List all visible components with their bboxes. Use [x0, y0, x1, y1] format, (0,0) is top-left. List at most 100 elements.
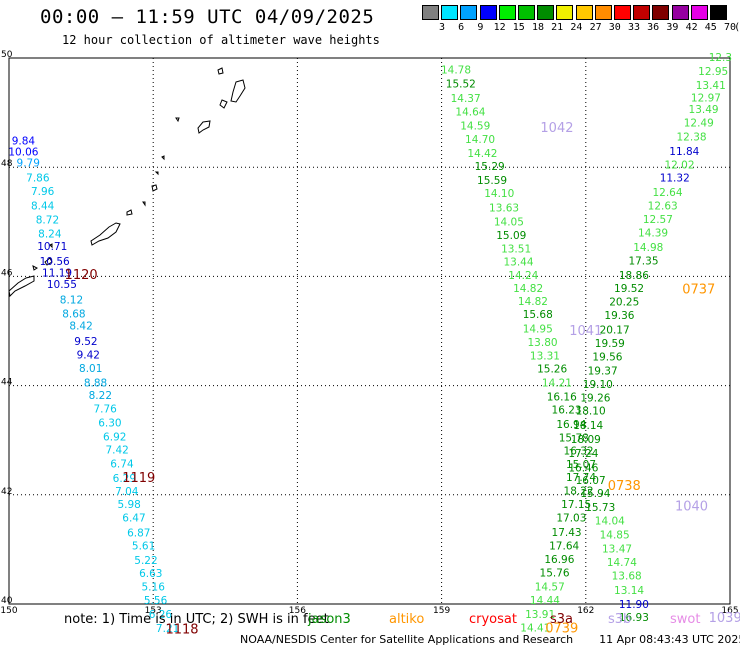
swh-value: 8.88 — [84, 377, 107, 389]
map-frame — [8, 57, 731, 605]
color-bin-42 — [671, 5, 689, 20]
swh-value: 14.82 — [513, 283, 543, 295]
swh-value: 7.96 — [31, 186, 55, 198]
swh-value: 12.95 — [698, 66, 728, 78]
swh-value: 16.46 — [568, 463, 598, 475]
swh-value: 8.68 — [62, 309, 85, 321]
swh-value: 6.47 — [122, 513, 145, 525]
swh-value: 12.63 — [648, 200, 678, 212]
color-bin-27 — [575, 5, 593, 20]
lon-tick-label: 162 — [577, 606, 594, 616]
swh-value: 13.68 — [612, 571, 642, 583]
swh-value: 15.59 — [477, 175, 507, 187]
pass-time-label: 0738 — [608, 479, 641, 494]
swh-value: 19.59 — [595, 338, 625, 350]
pass-time-label: 1041 — [569, 324, 602, 339]
swh-value: 13.49 — [689, 104, 719, 116]
swh-value: 5.22 — [134, 555, 157, 567]
swh-value: 8.12 — [60, 294, 83, 306]
color-bin-18 — [518, 5, 535, 20]
swh-value: 19.36 — [604, 310, 634, 322]
swh-value: 11.19 — [42, 268, 72, 280]
pass-time-label: 1042 — [540, 121, 573, 136]
color-bin-label: 15 — [512, 22, 525, 33]
color-bin-label: 33 — [627, 22, 641, 33]
swh-value: 6.26 — [149, 609, 173, 621]
swh-value: 6.87 — [127, 527, 150, 539]
swh-value: 16.07 — [576, 475, 606, 487]
color-bin-label: 45 — [704, 22, 717, 33]
satellite-s3b: s3b — [608, 612, 632, 627]
swh-value: 9.52 — [74, 336, 97, 348]
swh-value: 19.26 — [580, 393, 610, 405]
swh-value: 8.44 — [31, 200, 55, 212]
swh-value: 15.73 — [585, 502, 615, 514]
swh-value: 12.38 — [677, 132, 707, 144]
swh-value: 12.49 — [684, 117, 714, 129]
swh-value: 14.74 — [607, 557, 637, 569]
swh-value: 13.31 — [530, 351, 560, 363]
swh-value: 17.15 — [561, 499, 591, 511]
swh-value: 13.14 — [614, 585, 644, 597]
lat-tick-label: 44 — [1, 378, 13, 388]
pass-time-label: 1040 — [675, 500, 708, 515]
swh-value: 15.26 — [537, 364, 567, 376]
island-10 — [126, 209, 133, 216]
swh-value: 6.92 — [103, 431, 126, 443]
color-bin-33 — [614, 5, 631, 20]
lon-tick-label: 156 — [289, 606, 306, 616]
swh-value: 15.29 — [475, 161, 505, 173]
lat-tick-label: 48 — [1, 159, 13, 169]
swh-value: 12.02 — [664, 159, 694, 171]
swh-value: 19.37 — [588, 365, 618, 377]
swh-value: 15.09 — [496, 230, 526, 242]
color-bin-3 — [422, 5, 439, 20]
coastline — [8, 67, 246, 298]
footer-org: NOAA/NESDIS Center for Satellite Applica… — [240, 633, 574, 646]
swh-value: 14.44 — [530, 595, 560, 607]
pass-time-label: 0739 — [545, 621, 578, 636]
swh-value: 10.56 — [40, 256, 70, 268]
color-bin-label: 3 — [438, 22, 446, 33]
swh-value: 15.68 — [523, 309, 553, 321]
legend-note: note: 1) Time is in UTC; 2) SWH is in fe… — [64, 612, 700, 627]
lat-lon-grid — [9, 58, 730, 604]
swh-value: 7.42 — [105, 444, 128, 456]
color-bin-9 — [460, 5, 478, 20]
color-bin-45 — [690, 5, 708, 20]
color-bin-6 — [441, 5, 459, 20]
color-bin-label: 39 — [666, 22, 679, 33]
lat-tick-label: 50 — [1, 50, 13, 60]
swh-value: 17.24 — [568, 448, 598, 460]
color-bin-label: 42 — [685, 22, 698, 33]
swh-value: 11.32 — [660, 173, 690, 185]
swh-value: 15.52 — [446, 79, 476, 91]
swh-value: 15.07 — [566, 459, 596, 471]
page-title: 00:00 – 11:59 UTC 04/09/2025 — [40, 6, 375, 28]
island-11 — [90, 222, 121, 246]
pass-time-label: 1119 — [122, 471, 155, 486]
swh-value: 5.98 — [117, 499, 140, 511]
axis-tick-labels: 150 153 156 159 162 165 50 48 46 44 42 40 — [0, 50, 738, 616]
swh-value: 14.57 — [535, 582, 565, 594]
swh-value: 14.39 — [638, 228, 668, 240]
pass-time-label: 1039 — [709, 611, 740, 626]
color-bin-24 — [556, 5, 574, 20]
swh-value: 7.21 — [156, 623, 179, 635]
island-3 — [219, 99, 228, 109]
swh-value: 17.64 — [549, 541, 579, 553]
swh-value: 6.74 — [110, 459, 134, 471]
satellite-altika: altiko — [389, 612, 425, 627]
swh-value: 13.47 — [602, 543, 632, 555]
swh-value: 14.98 — [633, 242, 663, 254]
swh-value: 10.06 — [8, 146, 38, 158]
swh-value: 13.41 — [696, 80, 726, 92]
pass-labels: 1120 1119 1118 1042 1041 1040 1039 0737 0738 0739 — [65, 121, 740, 638]
satellite-jason3: jason3 — [308, 612, 351, 627]
swh-value: 17.35 — [628, 256, 658, 268]
color-bin-label: 24 — [570, 22, 583, 33]
island-12 — [49, 243, 53, 249]
island-8 — [151, 184, 158, 192]
swh-value: 14.95 — [523, 323, 553, 335]
